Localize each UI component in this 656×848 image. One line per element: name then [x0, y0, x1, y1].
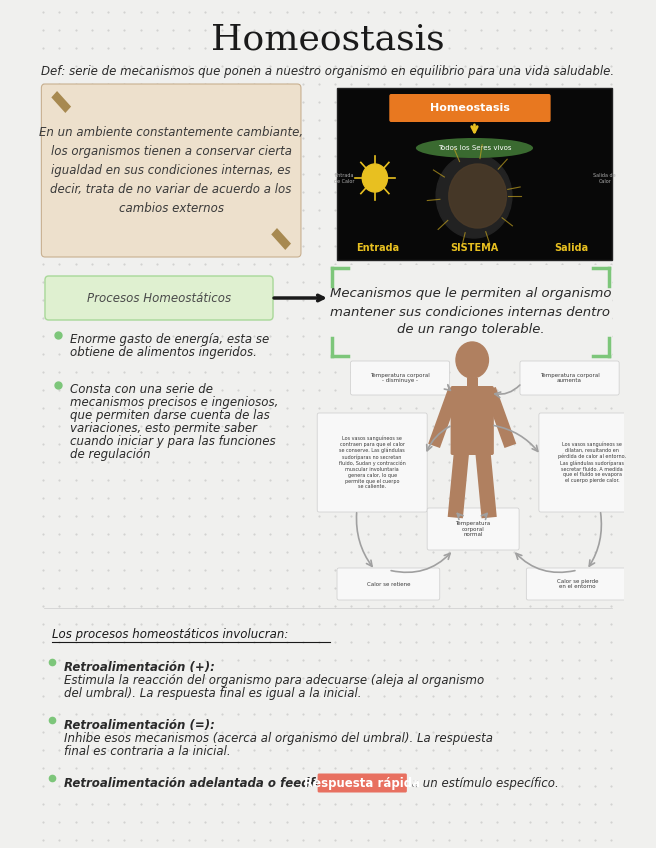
Text: Retroalimentación (+):: Retroalimentación (+): — [64, 661, 215, 674]
Text: Enorme gasto de energía, esta se: Enorme gasto de energía, esta se — [70, 333, 270, 346]
Text: Procesos Homeostáticos: Procesos Homeostáticos — [87, 292, 231, 304]
Text: Temperatura corporal
- disminuye -: Temperatura corporal - disminuye - — [370, 372, 430, 383]
Text: Homeostasis: Homeostasis — [430, 103, 510, 113]
Text: Los procesos homeostáticos involucran:: Los procesos homeostáticos involucran: — [52, 628, 289, 641]
Text: Salida: Salida — [554, 243, 588, 253]
FancyBboxPatch shape — [520, 361, 619, 395]
Text: variaciones, esto permite saber: variaciones, esto permite saber — [70, 422, 257, 435]
FancyBboxPatch shape — [451, 386, 494, 455]
Text: Entrada: Entrada — [356, 243, 399, 253]
Text: Retroalimentación adelantada o feedfoward :: Retroalimentación adelantada o feedfowar… — [64, 777, 365, 790]
Ellipse shape — [416, 138, 533, 158]
Circle shape — [436, 154, 512, 238]
Text: Calor se retiene: Calor se retiene — [367, 582, 410, 587]
Text: Respuesta rápida: Respuesta rápida — [304, 777, 420, 789]
Text: Def: serie de mecanismos que ponen a nuestro organismo en equilibrio para una vi: Def: serie de mecanismos que ponen a nue… — [41, 65, 615, 79]
FancyBboxPatch shape — [41, 84, 301, 257]
Text: Todos los Seres vivos: Todos los Seres vivos — [438, 145, 511, 151]
Text: Inhibe esos mecanismos (acerca al organismo del umbral). La respuesta: Inhibe esos mecanismos (acerca al organi… — [64, 732, 493, 745]
FancyBboxPatch shape — [329, 265, 612, 359]
FancyBboxPatch shape — [389, 94, 550, 122]
Circle shape — [456, 342, 489, 378]
FancyBboxPatch shape — [427, 508, 519, 550]
Text: Retroalimentación (=):: Retroalimentación (=): — [64, 719, 215, 732]
FancyBboxPatch shape — [337, 568, 440, 600]
Text: que permiten darse cuenta de las: que permiten darse cuenta de las — [70, 409, 270, 422]
FancyBboxPatch shape — [539, 413, 646, 512]
Text: Los vasos sanguíneos se
contraen para que el calor
se conserve. Las glándulas
su: Los vasos sanguíneos se contraen para qu… — [338, 436, 405, 489]
Text: Calor se pierde
en el entorno: Calor se pierde en el entorno — [557, 578, 598, 589]
Text: del umbral). La respuesta final es igual a la inicial.: del umbral). La respuesta final es igual… — [64, 687, 361, 700]
FancyBboxPatch shape — [318, 773, 407, 793]
Polygon shape — [51, 91, 71, 113]
Polygon shape — [271, 228, 291, 250]
Text: Entrada
de Calor: Entrada de Calor — [334, 173, 354, 184]
Text: SISTEMA: SISTEMA — [450, 243, 499, 253]
Text: Homeostasis: Homeostasis — [211, 23, 445, 57]
Text: En un ambiente constantemente cambiante,
los organismos tienen a conservar ciert: En un ambiente constantemente cambiante,… — [39, 126, 303, 215]
Text: Consta con una serie de: Consta con una serie de — [70, 383, 213, 396]
Text: a un estímulo específico.: a un estímulo específico. — [408, 777, 559, 790]
Text: Estimula la reacción del organismo para adecuarse (aleja al organismo: Estimula la reacción del organismo para … — [64, 674, 484, 687]
Circle shape — [449, 164, 506, 228]
FancyBboxPatch shape — [318, 413, 427, 512]
Text: Salida de
Calor: Salida de Calor — [594, 173, 616, 184]
FancyBboxPatch shape — [350, 361, 449, 395]
Circle shape — [362, 164, 388, 192]
FancyBboxPatch shape — [526, 568, 629, 600]
Text: de regulación: de regulación — [70, 448, 151, 461]
Text: Temperatura corporal
aumenta: Temperatura corporal aumenta — [540, 372, 600, 383]
Text: mecanismos precisos e ingeniosos,: mecanismos precisos e ingeniosos, — [70, 396, 279, 409]
Text: Mecanismos que le permiten al organismo
mantener sus condiciones internas dentro: Mecanismos que le permiten al organismo … — [330, 287, 611, 337]
Text: cuando iniciar y para las funciones: cuando iniciar y para las funciones — [70, 435, 276, 448]
FancyBboxPatch shape — [45, 276, 273, 320]
Text: Temperatura
corporal
normal: Temperatura corporal normal — [455, 521, 491, 538]
FancyBboxPatch shape — [467, 378, 478, 388]
FancyBboxPatch shape — [337, 88, 612, 260]
Text: obtiene de alimentos ingeridos.: obtiene de alimentos ingeridos. — [70, 346, 257, 359]
Text: Los vasos sanguíneos se
dilatan, resultando en
pérdida de calor al entorno.
Las : Los vasos sanguíneos se dilatan, resulta… — [558, 442, 626, 483]
Text: final es contraria a la inicial.: final es contraria a la inicial. — [64, 745, 230, 758]
